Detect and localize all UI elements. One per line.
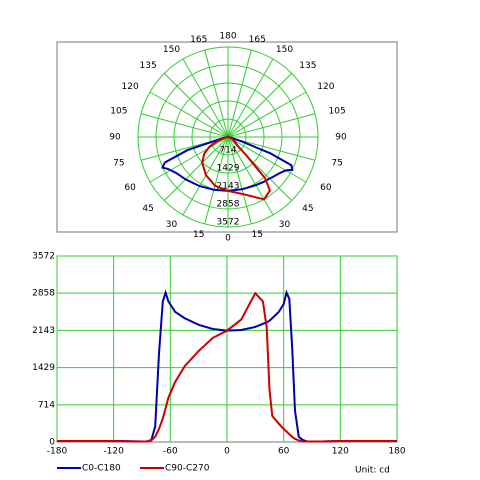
angle-label: 45: [142, 204, 153, 214]
angle-label: 90: [109, 133, 121, 143]
angle-label: 105: [110, 106, 127, 116]
angle-label: 135: [140, 61, 157, 71]
angle-label: 150: [276, 45, 293, 55]
polar-spoke: [227, 136, 252, 225]
polar-spoke: [227, 136, 274, 216]
x-tick-label: 180: [388, 447, 405, 457]
polar-spoke: [164, 73, 229, 138]
angle-label: 0: [225, 234, 231, 244]
polar-frame: [56, 41, 398, 233]
y-tick-label: 3572: [32, 252, 55, 262]
polar-spoke: [227, 58, 274, 138]
angle-label: 165: [249, 35, 266, 45]
legend-label: C0-C180: [82, 464, 121, 474]
y-tick-label: 1429: [32, 363, 55, 373]
ring-label: 1429: [217, 164, 240, 174]
y-tick-label: 0: [49, 438, 55, 448]
polar-spoke: [204, 136, 229, 225]
angle-label: 120: [122, 82, 139, 92]
line: [57, 291, 397, 443]
polar-spoke: [204, 49, 229, 138]
unit-label: Unit: cd: [355, 466, 390, 476]
polar-spoke: [227, 73, 292, 138]
angle-label: 165: [190, 35, 207, 45]
y-tick-label: 714: [38, 400, 55, 410]
polar-curve: [201, 135, 272, 201]
polar-spoke: [140, 113, 229, 138]
angle-label: 75: [331, 159, 342, 169]
angle-label: 75: [113, 159, 124, 169]
y-tick-label: 2143: [32, 326, 55, 336]
x-tick-label: 0: [224, 447, 230, 457]
x-tick-label: -60: [163, 447, 178, 457]
angle-label: 30: [166, 220, 178, 230]
x-tick-label: 60: [278, 447, 290, 457]
ring-label: 2858: [217, 200, 240, 210]
polar-spoke: [227, 91, 307, 138]
y-tick-label: 2858: [32, 289, 55, 299]
angle-label: 30: [279, 220, 291, 230]
polar-spoke: [227, 136, 307, 183]
polar-spoke: [149, 136, 229, 183]
polar-spoke: [164, 136, 229, 201]
angle-label: 60: [320, 183, 332, 193]
angle-label: 15: [252, 230, 263, 240]
angle-label: 15: [193, 230, 204, 240]
angle-label: 150: [163, 45, 180, 55]
ring-label: 714: [219, 145, 236, 155]
angle-label: 135: [299, 61, 316, 71]
angle-label: 45: [302, 204, 313, 214]
polar-spoke: [149, 91, 229, 138]
x-tick-label: 120: [332, 447, 349, 457]
polar-spoke: [227, 49, 252, 138]
polar-spoke: [182, 58, 229, 138]
angle-label: 60: [124, 183, 136, 193]
angle-label: 90: [335, 133, 347, 143]
angle-label: 120: [317, 82, 334, 92]
ring-label: 3572: [217, 218, 240, 228]
angle-label: 105: [329, 106, 346, 116]
ring-label: 2143: [217, 181, 240, 191]
x-tick-label: -180: [47, 447, 68, 457]
x-tick-label: -120: [103, 447, 124, 457]
legend-label: C90-C270: [165, 464, 210, 474]
angle-label: 180: [219, 32, 236, 42]
polar-spoke: [227, 113, 316, 138]
